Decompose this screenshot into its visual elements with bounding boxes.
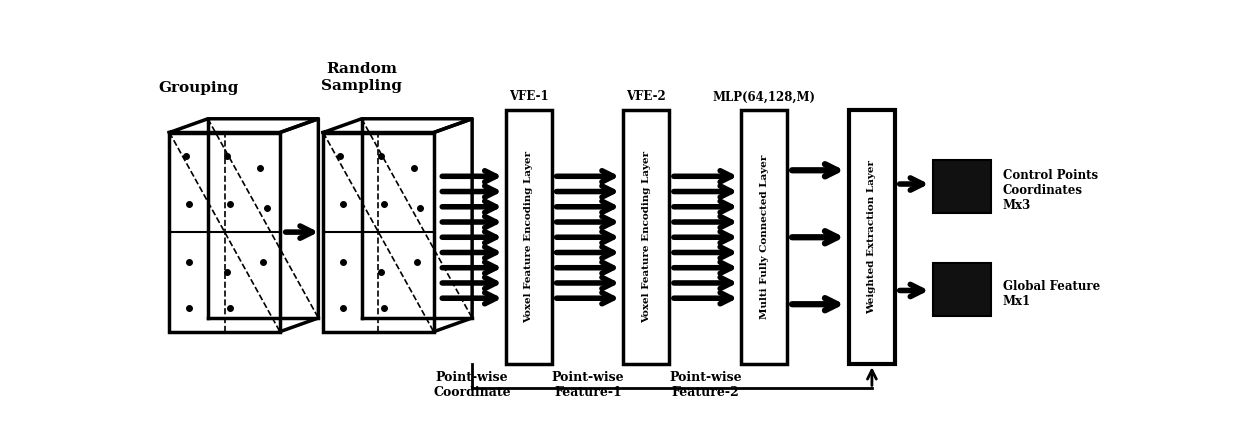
Text: Weighted Extraction Layer: Weighted Extraction Layer [868, 160, 877, 314]
Text: VFE-1: VFE-1 [508, 91, 548, 103]
Text: Point-wise
Feature-2: Point-wise Feature-2 [670, 371, 742, 399]
Text: Voxel Feature Encoding Layer: Voxel Feature Encoding Layer [525, 151, 533, 323]
Text: MLP(64,128,M): MLP(64,128,M) [713, 91, 816, 103]
Text: Voxel Feature Encoding Layer: Voxel Feature Encoding Layer [641, 151, 651, 323]
FancyBboxPatch shape [849, 110, 895, 364]
FancyBboxPatch shape [506, 110, 552, 364]
FancyBboxPatch shape [934, 160, 991, 213]
Text: Multi Fully Connected Layer: Multi Fully Connected Layer [760, 155, 769, 319]
FancyBboxPatch shape [742, 110, 787, 364]
Text: Point-wise
Coordinate: Point-wise Coordinate [433, 371, 511, 399]
Text: Global Feature
Mx1: Global Feature Mx1 [1003, 280, 1100, 308]
FancyBboxPatch shape [622, 110, 670, 364]
Text: VFE-2: VFE-2 [626, 91, 666, 103]
Text: Grouping: Grouping [157, 81, 238, 95]
Text: Point-wise
Feature-1: Point-wise Feature-1 [552, 371, 624, 399]
FancyBboxPatch shape [934, 263, 991, 316]
Text: Control Points
Coordinates
Mx3: Control Points Coordinates Mx3 [1003, 169, 1097, 212]
Text: Random
Sampling: Random Sampling [321, 62, 402, 93]
